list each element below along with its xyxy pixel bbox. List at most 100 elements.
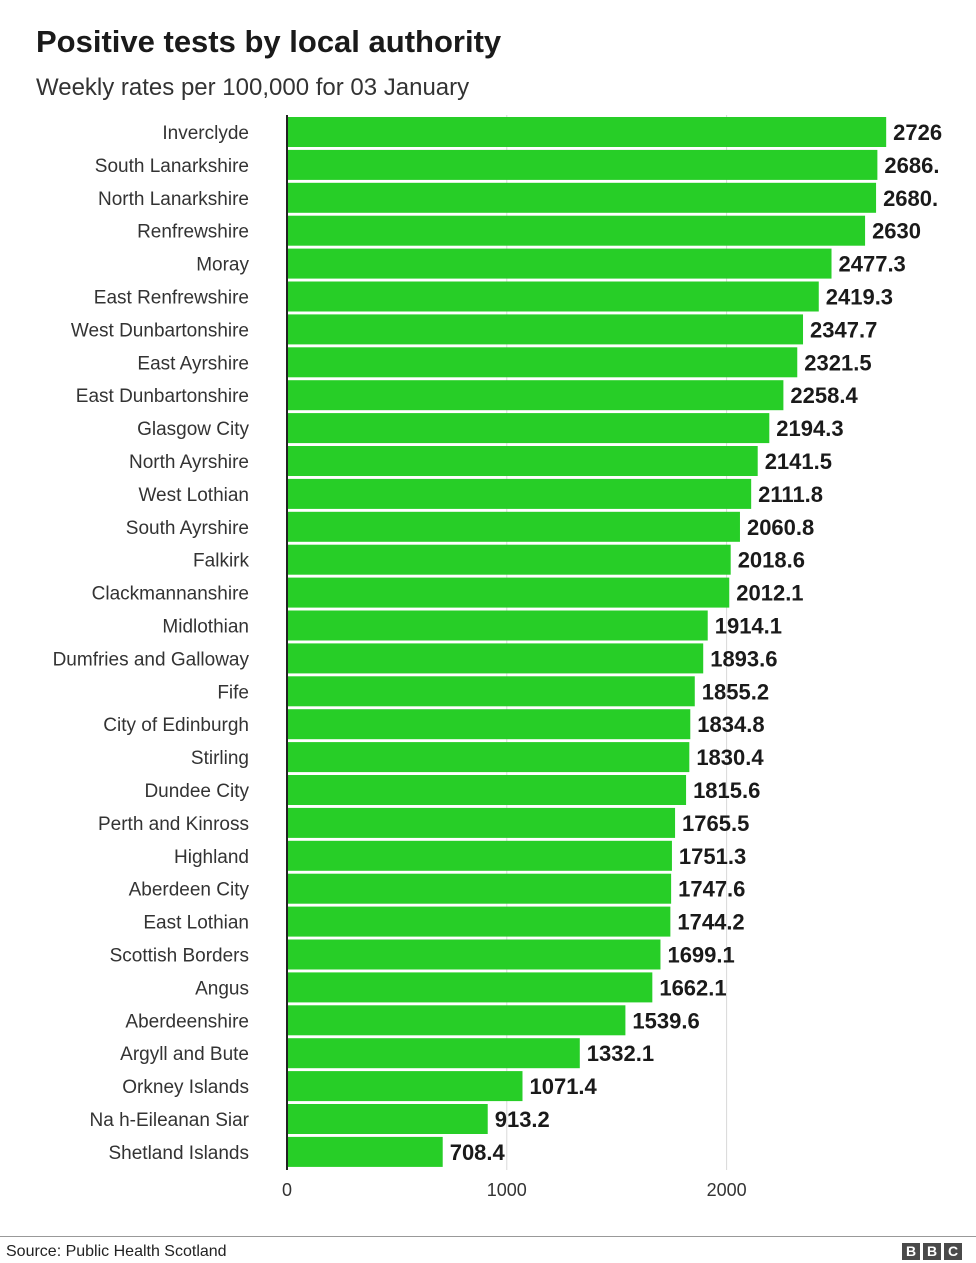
bar — [287, 215, 866, 246]
bar — [287, 478, 752, 509]
category-label: Aberdeenshire — [125, 1011, 249, 1032]
bar — [287, 446, 758, 476]
value-label: 2347.7 — [810, 317, 877, 342]
category-label: North Ayrshire — [129, 452, 249, 473]
value-label: 2726 — [893, 120, 942, 145]
value-label: 1914.1 — [715, 614, 782, 639]
bar — [287, 873, 672, 904]
category-label: Dumfries and Galloway — [53, 649, 250, 670]
logo-letter: C — [944, 1243, 962, 1260]
category-label: Highland — [174, 847, 249, 868]
bar — [287, 511, 740, 542]
logo-letter: B — [902, 1243, 920, 1260]
value-label: 2419.3 — [826, 285, 893, 310]
category-label: South Lanarkshire — [95, 156, 249, 177]
bar — [287, 709, 691, 740]
category-label: Moray — [196, 255, 249, 276]
category-label: Midlothian — [162, 617, 249, 638]
bar — [287, 182, 877, 213]
footer-divider — [0, 1236, 976, 1237]
bar — [287, 281, 819, 312]
value-label: 2258.4 — [790, 383, 858, 408]
value-label: 2630 — [872, 219, 921, 244]
value-label: 1662.1 — [659, 975, 726, 1000]
chart-title: Positive tests by local authority — [36, 24, 502, 59]
bar — [287, 314, 804, 345]
value-label: 2111.8 — [758, 482, 823, 507]
value-label: 1834.8 — [697, 712, 764, 737]
category-label: Glasgow City — [137, 419, 249, 440]
category-label: Inverclyde — [162, 123, 249, 144]
value-label: 2012.1 — [736, 581, 803, 606]
value-label: 708.4 — [450, 1140, 506, 1165]
value-label: 2321.5 — [804, 350, 871, 375]
category-label: Argyll and Bute — [120, 1044, 249, 1065]
category-label: Angus — [195, 978, 249, 999]
value-label: 1071.4 — [529, 1074, 597, 1099]
value-label: 1699.1 — [667, 943, 734, 968]
value-label: 1830.4 — [696, 745, 764, 770]
bar-chart: Inverclyde South Lanarkshire North Lanarks… — [53, 115, 942, 1200]
value-label: 1751.3 — [679, 844, 746, 869]
bar — [287, 676, 695, 707]
value-label: 2686. — [884, 153, 939, 178]
bar — [287, 544, 731, 575]
bar — [287, 1104, 488, 1134]
category-label: Falkirk — [193, 551, 249, 572]
category-label: East Renfrewshire — [94, 288, 249, 309]
bar — [287, 972, 653, 1003]
value-label: 1765.5 — [682, 811, 749, 836]
category-label: Scottish Borders — [110, 946, 249, 967]
value-label: 1744.2 — [677, 910, 744, 935]
value-label: 1539.6 — [632, 1008, 699, 1033]
value-label: 2060.8 — [747, 515, 814, 540]
category-label: East Ayrshire — [137, 353, 249, 374]
bbc-logo: B B C — [902, 1243, 962, 1260]
bar — [287, 742, 690, 773]
category-label: Renfrewshire — [137, 222, 249, 243]
category-label: West Dunbartonshire — [71, 320, 249, 341]
value-label: 913.2 — [495, 1107, 550, 1132]
value-label: 2141.5 — [765, 449, 832, 474]
bar — [287, 1071, 523, 1102]
category-label: Orkney Islands — [122, 1077, 249, 1098]
bar — [287, 775, 687, 805]
bar — [287, 117, 887, 147]
value-label: 2680. — [883, 186, 938, 211]
bar — [287, 1005, 626, 1036]
category-label: Fife — [217, 682, 249, 703]
bar — [287, 577, 730, 608]
bar — [287, 840, 672, 871]
bar — [287, 380, 784, 411]
category-label: North Lanarkshire — [98, 189, 249, 210]
value-label: 2477.3 — [839, 252, 906, 277]
source-note: Source: Public Health Scotland — [6, 1243, 227, 1260]
bar — [287, 1136, 443, 1167]
category-label: Stirling — [191, 748, 249, 769]
value-label: 1747.6 — [678, 877, 745, 902]
bar — [287, 906, 671, 937]
value-label: 1893.6 — [710, 646, 777, 671]
x-tick-label: 1000 — [487, 1180, 527, 1200]
bar — [287, 149, 878, 180]
value-label: 1855.2 — [702, 679, 769, 704]
category-label: Dundee City — [144, 781, 249, 802]
category-label: City of Edinburgh — [103, 715, 249, 736]
x-tick-label: 0 — [282, 1180, 292, 1200]
category-label: East Dunbartonshire — [76, 386, 249, 407]
logo-letter: B — [923, 1243, 941, 1260]
value-label: 2194.3 — [776, 416, 843, 441]
value-label: 1332.1 — [587, 1041, 654, 1066]
category-label: East Lothian — [143, 913, 249, 934]
category-label: West Lothian — [138, 485, 249, 506]
category-label: Shetland Islands — [109, 1143, 250, 1164]
bar — [287, 807, 676, 838]
bar — [287, 347, 798, 378]
value-label: 2018.6 — [738, 548, 805, 573]
chart-subtitle: Weekly rates per 100,000 for 03 January — [36, 74, 470, 101]
bar — [287, 248, 832, 279]
x-tick-label: 2000 — [707, 1180, 747, 1200]
category-label: Perth and Kinross — [98, 814, 249, 835]
bar — [287, 643, 704, 674]
value-label: 1815.6 — [693, 778, 760, 803]
